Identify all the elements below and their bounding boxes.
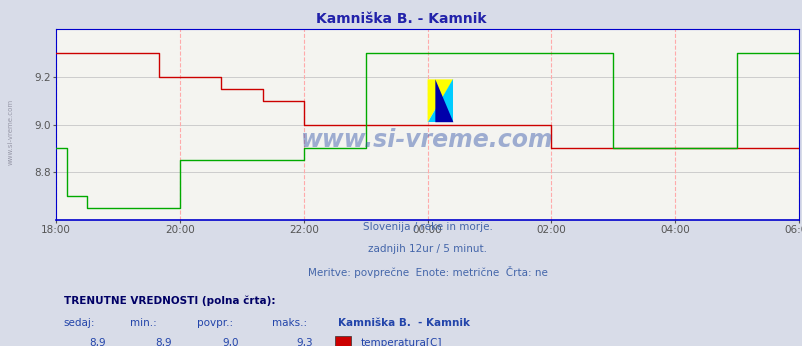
Polygon shape bbox=[427, 79, 453, 122]
Text: www.si-vreme.com: www.si-vreme.com bbox=[301, 128, 553, 152]
Polygon shape bbox=[435, 79, 453, 122]
Text: min.:: min.: bbox=[131, 318, 157, 328]
Text: Kamniška B.  - Kamnik: Kamniška B. - Kamnik bbox=[338, 318, 470, 328]
Text: maks.:: maks.: bbox=[271, 318, 306, 328]
Text: Kamniška B. - Kamnik: Kamniška B. - Kamnik bbox=[316, 12, 486, 26]
Text: Slovenija / reke in morje.: Slovenija / reke in morje. bbox=[363, 222, 492, 232]
Text: zadnjih 12ur / 5 minut.: zadnjih 12ur / 5 minut. bbox=[367, 244, 487, 254]
Text: Meritve: povprečne  Enote: metrične  Črta: ne: Meritve: povprečne Enote: metrične Črta:… bbox=[307, 266, 547, 279]
Text: 8,9: 8,9 bbox=[156, 338, 172, 346]
Text: 9,3: 9,3 bbox=[297, 338, 313, 346]
Text: temperatura[C]: temperatura[C] bbox=[360, 338, 442, 346]
Text: TRENUTNE VREDNOSTI (polna črta):: TRENUTNE VREDNOSTI (polna črta): bbox=[63, 296, 275, 306]
Polygon shape bbox=[427, 79, 453, 122]
Text: povpr.:: povpr.: bbox=[197, 318, 233, 328]
Text: 8,9: 8,9 bbox=[89, 338, 105, 346]
Text: 9,0: 9,0 bbox=[222, 338, 239, 346]
Text: www.si-vreme.com: www.si-vreme.com bbox=[7, 98, 14, 165]
Bar bbox=[334, 336, 350, 346]
Text: sedaj:: sedaj: bbox=[63, 318, 95, 328]
